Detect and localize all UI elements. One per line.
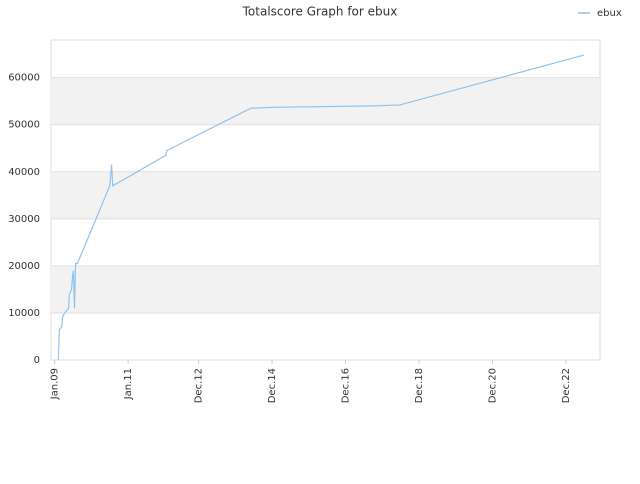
legend-label: ebux <box>597 8 622 19</box>
x-tick-label: Jan.11 <box>123 368 134 400</box>
x-tick-label: Dec.22 <box>561 368 572 403</box>
y-tick-label: 30000 <box>8 214 40 225</box>
y-tick-label: 0 <box>34 355 40 366</box>
chart-title: Totalscore Graph for ebux <box>242 5 398 19</box>
grid-band <box>51 171 600 219</box>
x-tick-label: Dec.18 <box>414 368 425 403</box>
y-tick-label: 60000 <box>8 73 40 84</box>
x-tick-label: Dec.14 <box>267 368 278 403</box>
x-tick-label: Jan.09 <box>50 368 61 400</box>
x-tick-label: Dec.16 <box>341 368 352 403</box>
y-tick-label: 40000 <box>8 167 40 178</box>
line <box>57 54 584 361</box>
grid-band <box>51 77 600 125</box>
x-tick-label: Dec.12 <box>194 368 205 403</box>
y-tick-label: 20000 <box>8 261 40 272</box>
y-tick-label: 10000 <box>8 308 40 319</box>
grid-band <box>51 265 600 313</box>
y-tick-label: 50000 <box>8 120 40 131</box>
x-tick-label: Dec.20 <box>487 368 498 403</box>
